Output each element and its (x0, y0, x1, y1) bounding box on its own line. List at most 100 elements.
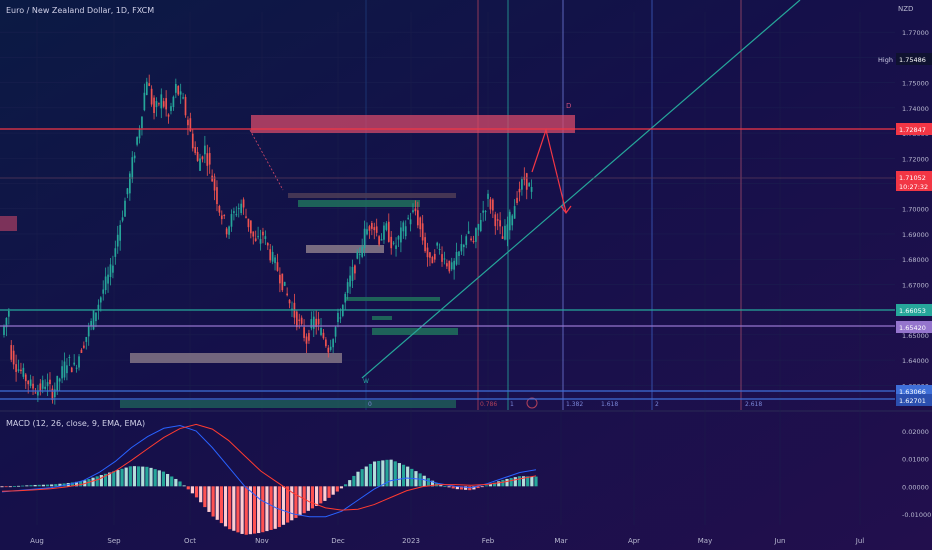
macd-histogram-bar (257, 486, 261, 534)
supply-zone[interactable] (251, 115, 575, 133)
candle-body (17, 369, 20, 371)
time-tick-label: Mar (554, 537, 567, 545)
macd-histogram-bar (372, 461, 377, 487)
left-zone (0, 216, 17, 231)
macd-histogram-bar (219, 486, 223, 524)
signal-line (1, 423, 537, 511)
macd-histogram-bar (16, 485, 21, 487)
candle-body (504, 225, 506, 240)
macd-histogram-bar (165, 473, 170, 487)
candle-body (339, 317, 342, 319)
macd-histogram-bar (252, 486, 257, 534)
macd-histogram-bar (232, 486, 236, 531)
macd-histogram-bar (381, 460, 385, 487)
macd-histogram-bar (505, 478, 509, 487)
horizontal-levels (0, 128, 895, 400)
macd-histogram-bar (79, 481, 83, 487)
teal-level-badge-text: 1.66053 (899, 307, 926, 315)
candle-body (138, 129, 141, 139)
candle-body (68, 357, 71, 359)
projection-path[interactable] (531, 127, 567, 213)
candle-body (470, 238, 472, 241)
candle-body (182, 97, 184, 99)
macd-histogram-bar (182, 485, 186, 487)
macd-histogram-bar (157, 470, 161, 487)
candle-body (116, 234, 119, 247)
candle-body (315, 318, 318, 328)
macd-histogram-bar (37, 484, 41, 487)
candle-body (95, 312, 97, 322)
macd-histogram-bar (186, 486, 190, 490)
macd-histogram-bar (228, 486, 232, 530)
candle-body (371, 222, 373, 229)
fib-label: 2.618 (745, 401, 762, 408)
candle-body (448, 260, 451, 272)
low-badge-2-text: 1.62701 (899, 397, 926, 405)
macd-histogram-bar (178, 481, 182, 487)
trendline[interactable] (361, 0, 801, 379)
macd-histogram-bar (211, 486, 215, 517)
macd-histogram-bar (137, 466, 141, 487)
last-price-text: 1.71052 (899, 174, 926, 182)
macd-histogram-bar (248, 486, 252, 535)
macd-histogram-bar (389, 459, 393, 487)
macd-title[interactable]: MACD (12, 26, close, 9, EMA, EMA) (6, 419, 146, 428)
candle-body (228, 226, 230, 235)
candle-body (230, 214, 233, 227)
candle-body (300, 317, 303, 324)
macd-histogram-bar (418, 473, 422, 487)
candle-body (276, 262, 279, 271)
candle-body (187, 119, 189, 126)
last-price-badge (896, 171, 932, 191)
candle-body (131, 157, 134, 179)
high-badge-text: 1.75486 (899, 56, 926, 64)
candle-body (5, 317, 8, 328)
macd-histogram-bar (410, 468, 414, 487)
candle-body (119, 225, 122, 241)
purple-level-badge (896, 321, 932, 333)
candle-body (421, 223, 424, 241)
candle-body (390, 236, 393, 249)
macd-histogram-bar (45, 484, 50, 487)
candle-body (412, 210, 414, 213)
resistance-badge (896, 123, 932, 135)
candle-body (508, 211, 511, 231)
candle-body (426, 247, 429, 258)
price-tick-label: 1.77000 (902, 29, 929, 37)
candle-body (438, 248, 441, 250)
candle-body (380, 239, 383, 241)
candle-body (416, 210, 419, 226)
candle-body (295, 311, 298, 328)
candle-body (458, 251, 460, 256)
macd-histogram-bar (310, 486, 315, 509)
candle-body (112, 265, 114, 273)
candle-body (303, 327, 305, 338)
macd-histogram-bar (58, 483, 62, 487)
candle-body (240, 203, 243, 214)
candle-body (429, 252, 431, 258)
candle-body (274, 257, 276, 264)
macd-histogram-bar (269, 486, 273, 530)
candle-body (385, 223, 388, 230)
candle-body (46, 382, 49, 387)
candle-body (155, 101, 158, 108)
candle-body (494, 214, 497, 227)
candle-body (465, 236, 468, 245)
candle-body (153, 97, 155, 114)
candle-body (262, 231, 264, 236)
symbol-title[interactable]: Euro / New Zealand Dollar, 1D, FXCM (6, 6, 155, 15)
candle-body (363, 228, 366, 249)
macd-histogram-bar (108, 472, 112, 487)
candle-body (513, 206, 516, 219)
replay-icon[interactable] (526, 397, 538, 409)
candle-body (58, 378, 61, 382)
candle-body (194, 147, 197, 153)
time-tick-label: Aug (30, 537, 44, 545)
candle-body (472, 241, 475, 243)
candle-body (189, 118, 192, 132)
macd-histogram-bar (331, 486, 335, 495)
candle-body (141, 116, 143, 129)
candle-body (291, 308, 293, 311)
candle-body (87, 326, 90, 337)
